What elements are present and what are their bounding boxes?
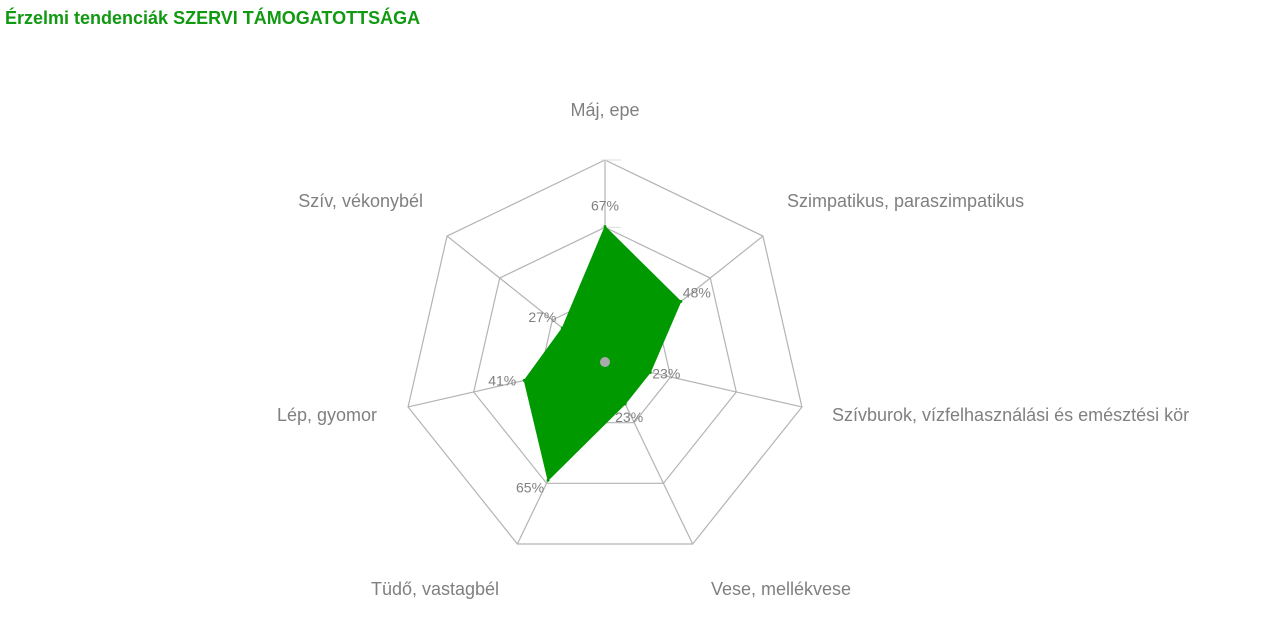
radar-labels: 67% 48% 23% 23% 65% 41% 27% Máj, epe Szimpatikus… xyxy=(277,100,1189,599)
category-label: Szívburok, vízfelhasználási és emésztési… xyxy=(832,405,1189,425)
series-area xyxy=(523,225,682,482)
data-label: 41% xyxy=(488,372,516,388)
category-label: Tüdő, vastagbél xyxy=(371,579,499,599)
chart-title: Érzelmi tendenciák SZERVI TÁMOGATOTTSÁGA xyxy=(5,8,421,28)
category-label: Szív, vékonybél xyxy=(298,191,423,211)
category-label: Szimpatikus, paraszimpatikus xyxy=(787,191,1024,211)
data-label: 23% xyxy=(652,365,680,381)
data-label: 27% xyxy=(528,309,556,325)
category-label: Máj, epe xyxy=(570,100,639,120)
data-point xyxy=(679,300,683,304)
data-point xyxy=(546,478,550,482)
radar-series xyxy=(522,225,683,482)
data-point xyxy=(648,370,652,374)
data-label: 65% xyxy=(516,479,544,495)
center-marker xyxy=(600,357,610,367)
grid-ring-3 xyxy=(407,159,803,545)
data-label: 23% xyxy=(615,409,643,425)
data-point xyxy=(560,326,564,330)
data-point xyxy=(522,378,526,382)
data-label: 67% xyxy=(591,198,619,214)
category-label: Lép, gyomor xyxy=(277,405,377,425)
data-label: 48% xyxy=(683,285,711,301)
data-point xyxy=(623,402,627,406)
category-label: Vese, mellékvese xyxy=(711,579,851,599)
data-point xyxy=(603,225,607,229)
grid-ring-2 xyxy=(473,226,737,484)
